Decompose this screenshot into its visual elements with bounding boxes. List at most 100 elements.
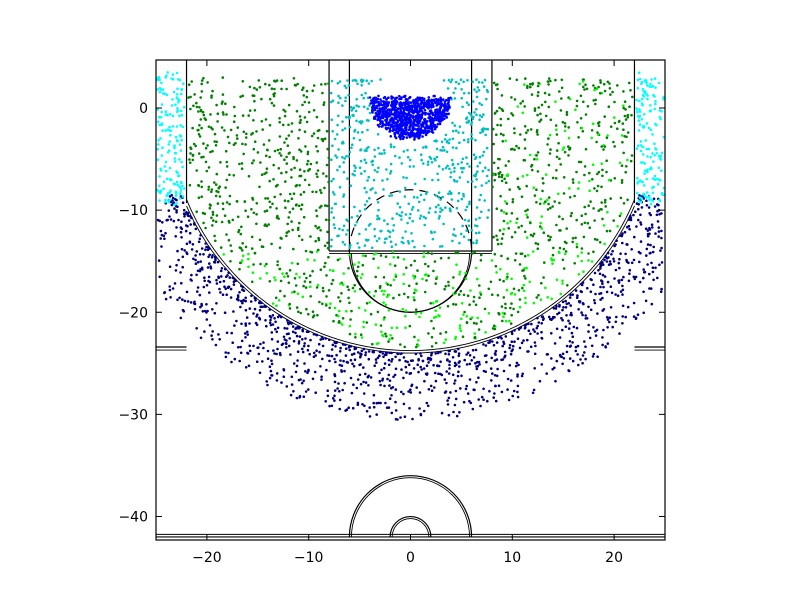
shot-point	[288, 307, 292, 310]
shot-point	[327, 156, 331, 160]
shot-point	[270, 374, 273, 377]
shot-point	[366, 179, 369, 182]
shot-point	[356, 214, 359, 218]
shot-point	[317, 342, 321, 346]
shot-point	[541, 318, 545, 322]
shot-point	[222, 253, 225, 256]
shot-point	[174, 197, 177, 201]
shot-point	[384, 126, 388, 130]
y-tick-label: 0	[139, 101, 148, 117]
shot-point	[435, 139, 438, 143]
shot-point	[310, 134, 314, 138]
shot-point	[348, 253, 351, 257]
shot-point	[565, 314, 568, 317]
shot-point	[558, 201, 561, 205]
shot-point	[177, 258, 180, 262]
shot-point	[160, 154, 164, 157]
shot-point	[496, 293, 500, 297]
shot-point	[403, 292, 406, 296]
shot-point	[632, 315, 636, 318]
shot-point	[639, 149, 643, 153]
shot-point	[513, 127, 516, 130]
shot-point	[575, 242, 579, 246]
shot-point	[398, 213, 401, 217]
shot-point	[355, 98, 359, 101]
shot-point	[167, 209, 171, 212]
shot-point	[247, 114, 250, 117]
shot-point	[517, 185, 520, 189]
shot-point	[473, 332, 477, 335]
shot-point	[174, 235, 177, 238]
shot-point	[325, 129, 329, 133]
shot-point	[558, 251, 561, 255]
shot-point	[606, 210, 609, 214]
shot-point	[392, 127, 395, 131]
shot-point	[412, 367, 416, 370]
shot-point	[468, 354, 472, 357]
shot-point	[309, 285, 312, 289]
shot-point	[298, 128, 301, 132]
shot-point	[327, 255, 330, 259]
shot-point	[275, 304, 278, 308]
shot-point	[178, 143, 182, 146]
shot-point	[253, 296, 257, 300]
shot-point	[224, 186, 227, 189]
shot-point	[544, 173, 548, 176]
shot-point	[561, 300, 565, 304]
shot-point	[480, 103, 484, 107]
shot-point	[322, 101, 326, 104]
shot-point	[335, 353, 338, 357]
shot-point	[391, 121, 394, 124]
shot-point	[596, 131, 599, 134]
shot-point	[295, 364, 299, 368]
shot-point	[286, 144, 290, 147]
shot-point	[402, 132, 406, 136]
shot-point	[377, 266, 380, 270]
shot-point	[511, 394, 514, 398]
shot-point	[470, 133, 473, 136]
shot-point	[547, 163, 551, 167]
shot-point	[283, 326, 287, 330]
shot-point	[476, 364, 480, 368]
shot-point	[501, 344, 505, 348]
shot-point	[434, 352, 438, 355]
shot-point	[595, 140, 598, 144]
shot-point	[562, 146, 566, 149]
shot-point	[464, 271, 467, 275]
shot-point	[571, 237, 575, 240]
shot-point	[597, 170, 601, 174]
shot-point	[639, 251, 642, 255]
shot-point	[265, 167, 269, 170]
shot-point	[400, 96, 403, 99]
shot-point	[381, 379, 384, 382]
shot-point	[440, 140, 444, 144]
shot-point	[441, 195, 445, 199]
shot-point	[642, 95, 646, 98]
shot-point	[160, 81, 163, 85]
shot-point	[383, 219, 386, 222]
shot-point	[621, 288, 625, 292]
shot-point	[236, 294, 240, 297]
shot-point	[452, 410, 455, 414]
shot-point	[367, 350, 371, 353]
shot-point	[183, 299, 187, 303]
shot-point	[617, 261, 621, 265]
shot-point	[447, 78, 451, 82]
shot-point	[390, 102, 394, 105]
shot-point	[564, 325, 568, 329]
shot-point	[244, 324, 248, 327]
shot-point	[629, 218, 633, 222]
shot-point	[654, 266, 657, 270]
shot-point	[285, 234, 288, 238]
shot-point	[443, 138, 447, 141]
shot-point	[505, 202, 509, 205]
shot-point	[410, 383, 414, 387]
shot-point	[472, 153, 476, 156]
shot-point	[513, 231, 517, 234]
shot-point	[215, 140, 218, 144]
shot-point	[240, 225, 243, 229]
shot-point	[419, 365, 423, 369]
shot-point	[473, 335, 477, 339]
shot-point	[200, 247, 204, 250]
